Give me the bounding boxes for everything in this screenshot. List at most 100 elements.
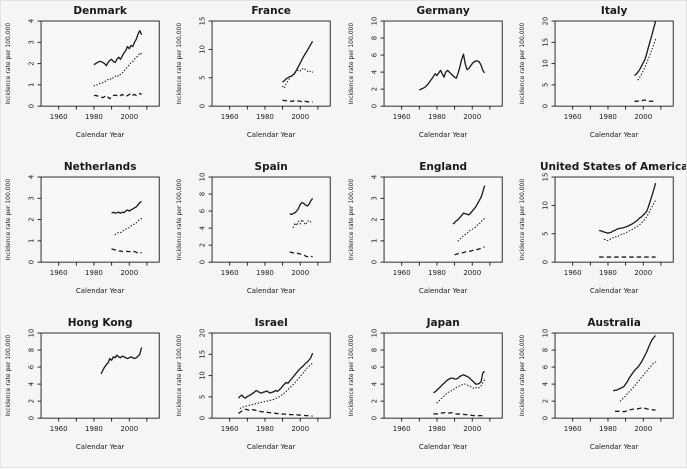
y-tick-label: 10 (199, 173, 207, 182)
x-tick-label: 2000 (634, 268, 652, 277)
y-tick-label: 8 (28, 348, 36, 352)
chart-panel-germany: 1960 1980 2000 0 2 4 6 8 10 Germany Calendar Year I… (344, 1, 515, 157)
series-dashed (282, 99, 313, 103)
x-tick-label: 1960 (564, 112, 582, 121)
x-axis-label: Calendar Year (247, 286, 296, 295)
series-dashed (111, 248, 142, 254)
y-tick-label: 0 (28, 104, 36, 108)
x-tick-label: 1980 (428, 268, 446, 277)
series-dashed (634, 99, 656, 103)
y-tick-label: 4 (370, 382, 378, 386)
y-tick-label: 4 (541, 382, 549, 386)
x-axis-label: Calendar Year (590, 130, 639, 139)
y-tick-label: 2 (28, 61, 36, 65)
series-solid (282, 41, 314, 83)
y-axis-label: Incidence rate per 100,000 (176, 179, 183, 261)
y-tick-label: 0 (370, 260, 378, 264)
y-axis-label: Incidence rate per 100,000 (348, 23, 355, 105)
x-axis-label: Calendar Year (76, 443, 125, 452)
series-dotted (114, 218, 143, 236)
y-tick-label: 8 (370, 36, 378, 40)
y-axis-label: Incidence rate per 100,000 (176, 335, 183, 417)
y-tick-label: 3 (370, 196, 378, 200)
chart-title: Japan (425, 317, 459, 329)
plot-area (40, 333, 160, 420)
x-tick-label: 1960 (50, 425, 68, 434)
y-tick-label: 2 (28, 399, 36, 403)
y-tick-label: 10 (370, 329, 378, 338)
x-tick-label: 1980 (599, 425, 617, 434)
plot-area (554, 20, 674, 107)
x-tick-label: 1980 (85, 112, 103, 121)
y-tick-label: 5 (541, 83, 549, 87)
x-tick-label: 1980 (256, 112, 274, 121)
y-axis-label: Incidence rate per 100,000 (5, 23, 12, 105)
series-solid (93, 29, 143, 67)
x-tick-label: 1980 (85, 268, 103, 277)
plot-area (40, 20, 160, 107)
y-tick-label: 0 (370, 416, 378, 420)
series-dotted (603, 199, 656, 242)
series-solid (452, 185, 485, 225)
x-tick-label: 1960 (50, 112, 68, 121)
chart-title: Australia (587, 317, 640, 329)
chart-canvas: 1960 1980 2000 0 5 10 15 France Calendar Year Inc… (176, 5, 331, 139)
chart-panel-denmark: 1960 1980 2000 0 1 2 3 4 Denmark Calendar Year Inc… (1, 1, 172, 157)
x-tick-label: 1980 (256, 425, 274, 434)
chart-title: Hong Kong (68, 317, 133, 329)
chart-canvas: 1960 1980 2000 0 2 4 6 8 10 Japan Calendar Year Inc… (348, 317, 503, 452)
chart-panel-england: 1960 1980 2000 0 1 2 3 4 England Calendar Year Inc… (344, 157, 515, 313)
x-axis-label: Calendar Year (247, 443, 296, 452)
y-tick-label: 8 (370, 348, 378, 352)
x-tick-label: 2000 (292, 425, 310, 434)
y-tick-label: 4 (370, 70, 378, 74)
x-tick-label: 1980 (428, 112, 446, 121)
y-tick-label: 1 (28, 239, 36, 243)
plot-area (554, 333, 674, 420)
chart-title: Italy (601, 5, 628, 17)
series-dotted (239, 362, 314, 410)
series-solid (432, 371, 485, 394)
y-tick-label: 0 (370, 104, 378, 108)
x-tick-label: 1980 (599, 268, 617, 277)
y-tick-label: 4 (28, 382, 36, 386)
y-tick-label: 10 (28, 329, 36, 338)
x-axis-label: Calendar Year (76, 130, 125, 139)
y-tick-label: 2 (370, 218, 378, 222)
chart-canvas: 1960 1980 2000 0 2 4 6 8 10 Australia Calendar Yea… (519, 317, 674, 452)
series-solid (612, 335, 656, 392)
y-tick-label: 0 (28, 416, 36, 420)
y-tick-label: 20 (199, 329, 207, 338)
chart-canvas: 1960 1980 2000 0 2 4 6 8 10 Hong Kong Calendar Yea… (5, 317, 160, 452)
series-solid (111, 201, 142, 215)
y-tick-label: 10 (199, 45, 207, 54)
y-tick-label: 2 (28, 218, 36, 222)
y-tick-label: 0 (199, 260, 207, 264)
y-tick-label: 1 (370, 239, 378, 243)
y-tick-label: 6 (541, 365, 549, 369)
series-solid (238, 353, 314, 400)
y-axis-label: Incidence rate per 100,000 (348, 179, 355, 261)
plot-area (40, 176, 160, 263)
plot-area (211, 333, 331, 420)
y-tick-label: 15 (199, 17, 207, 26)
x-axis-label: Calendar Year (418, 443, 467, 452)
chart-panel-italy: 1960 1980 2000 0 5 10 15 20 Italy Calendar Year In… (515, 1, 686, 157)
y-tick-label: 6 (199, 209, 207, 213)
x-tick-label: 2000 (120, 425, 138, 434)
plot-area (211, 20, 331, 107)
y-axis-label: Incidence rate per 100,000 (348, 335, 355, 417)
x-tick-label: 1960 (564, 268, 582, 277)
y-tick-label: 4 (199, 226, 207, 230)
plot-area (211, 176, 331, 263)
chart-title: Denmark (73, 5, 128, 17)
y-tick-label: 3 (28, 40, 36, 44)
y-axis-label: Incidence rate per 100,000 (5, 335, 12, 417)
y-tick-label: 2 (370, 87, 378, 91)
y-tick-label: 0 (541, 260, 549, 264)
x-tick-label: 2000 (120, 112, 138, 121)
y-tick-label: 1 (28, 83, 36, 87)
chart-title: England (419, 161, 467, 173)
x-tick-label: 2000 (463, 268, 481, 277)
